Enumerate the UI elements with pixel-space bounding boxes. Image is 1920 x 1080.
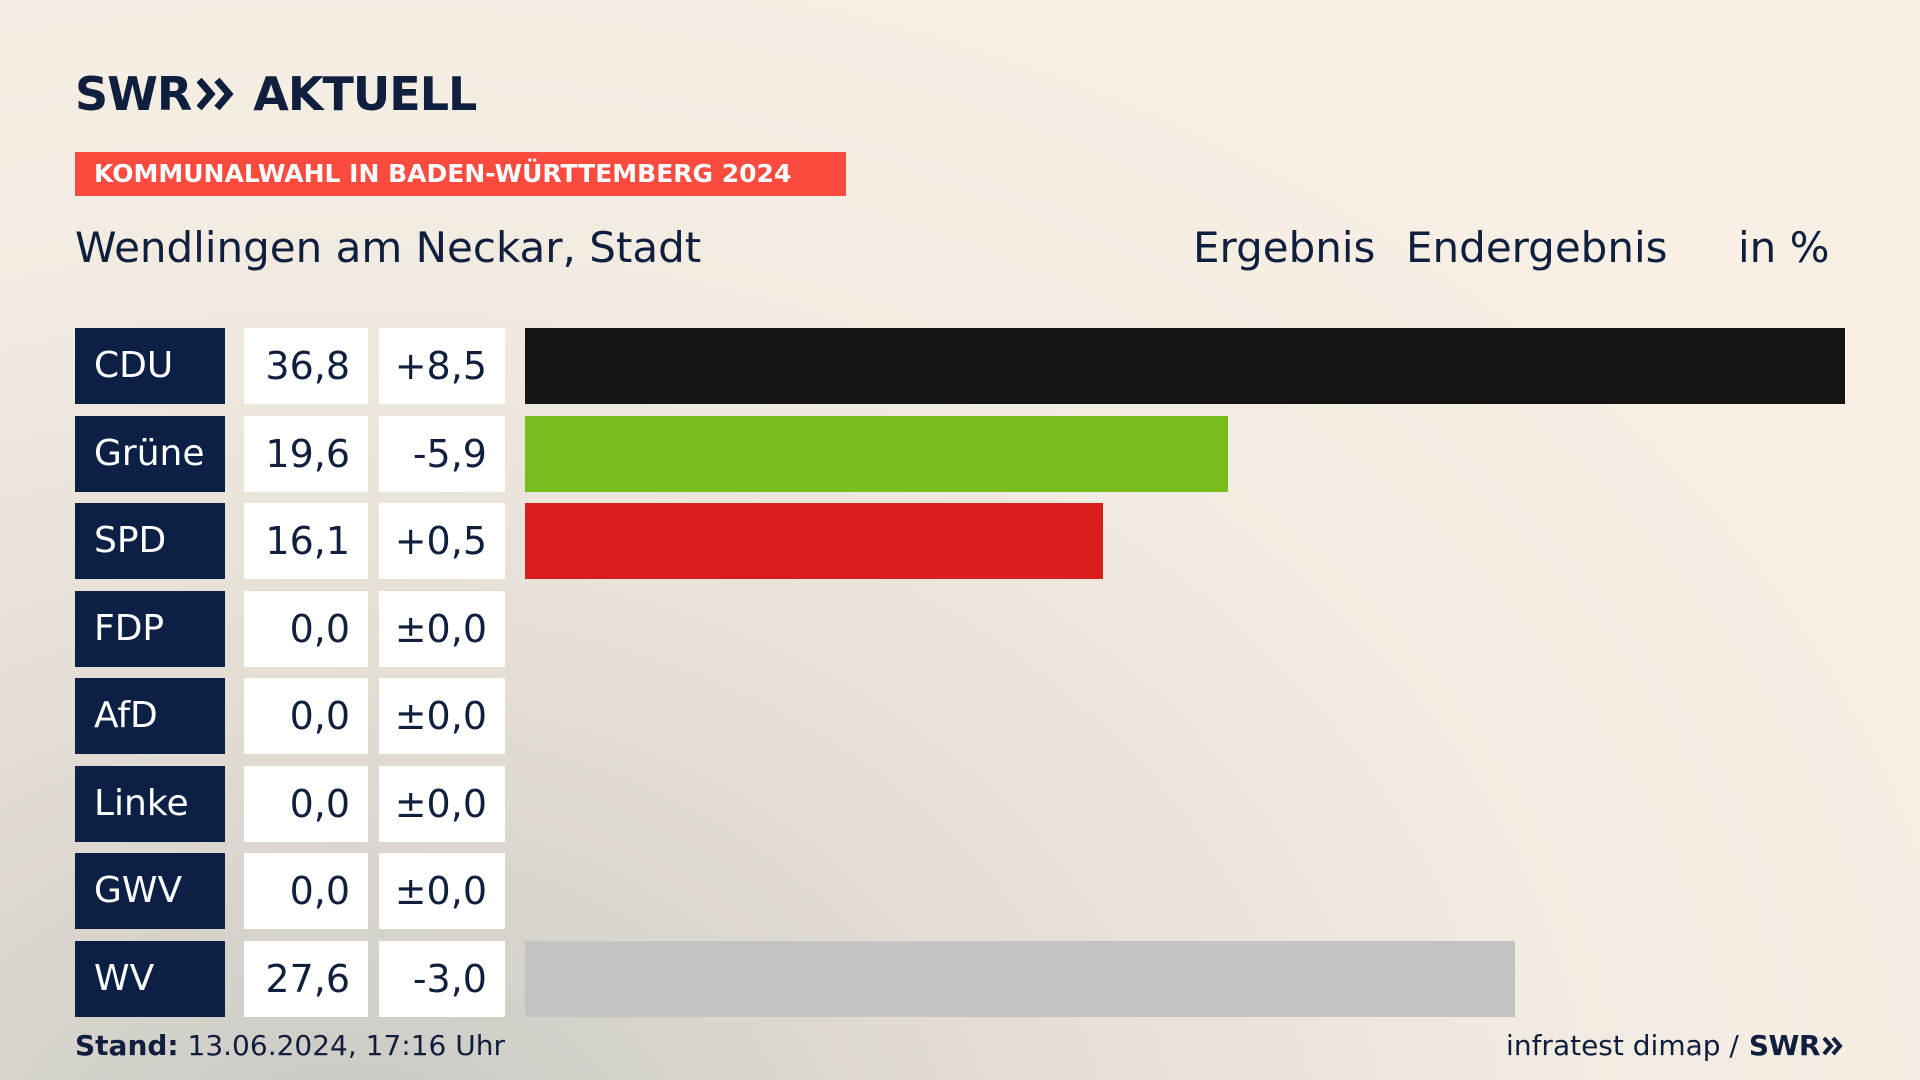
party-value: 0,0 [244, 765, 368, 842]
header-unit: in % [1738, 223, 1830, 272]
result-bar [525, 503, 1103, 579]
logo-swr-text: SWR [75, 67, 192, 121]
result-row: CDU 36,8 +8,5 [0, 328, 1920, 404]
header-endergebnis: Endergebnis [1406, 223, 1668, 272]
small-double-chevron-icon [1822, 1036, 1843, 1056]
result-row: AfD 0,0 ±0,0 [0, 678, 1920, 754]
party-value: 16,1 [244, 503, 368, 579]
party-change: +0,5 [379, 503, 505, 579]
party-change: -3,0 [379, 940, 505, 1017]
result-row: GWV 0,0 ±0,0 [0, 853, 1920, 929]
swr-aktuell-logo: SWR AKTUELL [75, 66, 477, 122]
party-change: ±0,0 [379, 853, 505, 929]
municipality-title: Wendlingen am Neckar, Stadt [75, 223, 702, 272]
party-value: 36,8 [244, 328, 368, 404]
result-row: SPD 16,1 +0,5 [0, 503, 1920, 579]
result-bar [525, 940, 1515, 1017]
source-text: infratest dimap / [1506, 1029, 1739, 1062]
party-change: ±0,0 [379, 678, 505, 754]
party-change: ±0,0 [379, 590, 505, 667]
party-value: 19,6 [244, 415, 368, 492]
header-ergebnis: Ergebnis [1193, 223, 1376, 272]
party-label: AfD [75, 678, 225, 754]
result-row: FDP 0,0 ±0,0 [0, 590, 1920, 667]
party-label: WV [75, 940, 225, 1017]
footer-source: infratest dimap / SWR [1506, 1028, 1844, 1064]
footer-timestamp: Stand: 13.06.2024, 17:16 Uhr [75, 1028, 505, 1064]
election-banner: KOMMUNALWAHL IN BADEN-WÜRTTEMBERG 2024 [75, 152, 846, 196]
party-change: +8,5 [379, 328, 505, 404]
result-row: WV 27,6 -3,0 [0, 940, 1920, 1017]
party-value: 0,0 [244, 590, 368, 667]
party-value: 0,0 [244, 678, 368, 754]
party-change: -5,9 [379, 415, 505, 492]
party-label: Grüne [75, 415, 225, 492]
party-value: 27,6 [244, 940, 368, 1017]
stand-value: 13.06.2024, 17:16 Uhr [187, 1029, 505, 1062]
result-row: Grüne 19,6 -5,9 [0, 415, 1920, 492]
party-change: ±0,0 [379, 765, 505, 842]
result-bar [525, 415, 1229, 492]
party-label: Linke [75, 765, 225, 842]
party-label: GWV [75, 853, 225, 929]
party-label: SPD [75, 503, 225, 579]
party-label: FDP [75, 590, 225, 667]
stand-label: Stand: [75, 1029, 179, 1062]
result-row: Linke 0,0 ±0,0 [0, 765, 1920, 842]
party-value: 0,0 [244, 853, 368, 929]
logo-aktuell-text: AKTUELL [253, 67, 477, 121]
party-label: CDU [75, 328, 225, 404]
result-bar [525, 328, 1845, 404]
footer-swr-brand: SWR [1748, 1029, 1821, 1062]
double-chevron-icon [197, 77, 234, 111]
